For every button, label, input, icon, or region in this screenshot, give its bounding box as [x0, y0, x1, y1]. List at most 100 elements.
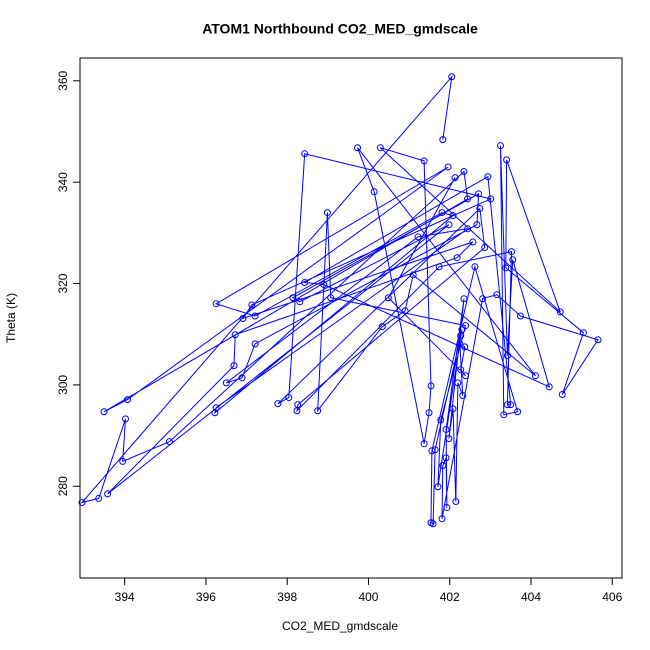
- data-point: [464, 195, 472, 203]
- data-point: [274, 400, 282, 408]
- data-point: [484, 173, 492, 181]
- data-point: [476, 205, 484, 213]
- y-tick-label: 300: [56, 375, 70, 395]
- data-point: [293, 407, 301, 415]
- data-point: [456, 340, 464, 348]
- data-point: [475, 190, 483, 198]
- data-point: [434, 483, 442, 491]
- data-point: [462, 322, 470, 330]
- data-point: [212, 404, 220, 412]
- data-point: [460, 295, 468, 303]
- data-point: [500, 411, 508, 419]
- data-point: [414, 233, 422, 241]
- data-point: [119, 457, 127, 465]
- y-tick-label: 280: [56, 476, 70, 496]
- data-point: [579, 329, 587, 337]
- data-point: [469, 238, 477, 246]
- data-point: [460, 168, 468, 176]
- data-point: [507, 248, 515, 256]
- data-point: [420, 157, 428, 165]
- data-point: [461, 343, 469, 351]
- data-point: [289, 294, 297, 302]
- data-point: [401, 307, 409, 315]
- data-point: [100, 408, 108, 416]
- data-point: [438, 209, 446, 217]
- data-point: [514, 408, 522, 416]
- x-tick-label: 398: [277, 590, 297, 604]
- data-point: [493, 291, 501, 299]
- data-point: [124, 396, 132, 404]
- data-point: [479, 295, 487, 303]
- data-point: [425, 409, 433, 417]
- data-point: [473, 221, 481, 229]
- chart-title: ATOM1 Northbound CO2_MED_gmdscale: [202, 21, 478, 37]
- data-point: [516, 312, 524, 320]
- data-point: [301, 279, 309, 287]
- x-tick-label: 394: [115, 590, 135, 604]
- data-point: [104, 490, 112, 498]
- data-point: [428, 447, 436, 455]
- data-point: [448, 73, 456, 81]
- data-point: [122, 415, 130, 423]
- data-line: [80, 75, 599, 525]
- x-axis-label: CO2_MED_gmdscale: [282, 619, 398, 633]
- data-point: [445, 435, 453, 443]
- data-point: [507, 401, 515, 409]
- data-point: [462, 372, 470, 380]
- data-point: [211, 409, 219, 417]
- x-tick-label: 402: [440, 590, 460, 604]
- data-point: [449, 212, 457, 220]
- data-point: [444, 163, 452, 171]
- data-point: [445, 221, 453, 229]
- data-point: [442, 454, 450, 462]
- data-point: [443, 504, 451, 512]
- y-tick-label: 320: [56, 273, 70, 293]
- data-point: [323, 209, 331, 217]
- data-point: [95, 494, 103, 502]
- data-point: [439, 136, 447, 144]
- data-point: [457, 366, 465, 374]
- data-point: [239, 315, 247, 323]
- data-point: [212, 300, 220, 308]
- data-point: [251, 312, 259, 320]
- data-point: [230, 362, 238, 370]
- data-point: [481, 244, 489, 252]
- data-point: [222, 379, 230, 387]
- data-point: [451, 174, 459, 182]
- data-point: [453, 254, 461, 262]
- data-point: [509, 256, 517, 264]
- data-point: [429, 520, 437, 528]
- data-point: [431, 446, 439, 454]
- data-point: [384, 294, 392, 302]
- x-tick-label: 404: [521, 590, 541, 604]
- x-tick-label: 406: [602, 590, 622, 604]
- data-point: [459, 392, 467, 400]
- data-point: [231, 331, 239, 339]
- data-point: [420, 440, 428, 448]
- data-point: [458, 326, 466, 334]
- data-point: [439, 461, 447, 469]
- x-tick-label: 400: [358, 590, 378, 604]
- data-point: [594, 336, 602, 344]
- data-point: [354, 144, 362, 152]
- y-tick-label: 340: [56, 172, 70, 192]
- data-point: [437, 416, 445, 424]
- data-point: [78, 498, 86, 506]
- data-point: [471, 263, 479, 271]
- data-point: [438, 515, 446, 523]
- data-point: [301, 150, 309, 158]
- x-tick-label: 396: [196, 590, 216, 604]
- data-point: [503, 156, 511, 164]
- data-point: [427, 382, 435, 390]
- data-point: [238, 374, 246, 382]
- data-point: [503, 352, 511, 360]
- data-point: [376, 144, 384, 152]
- data-point: [251, 340, 259, 348]
- data-point: [285, 394, 293, 402]
- data-point: [435, 263, 443, 271]
- data-point: [370, 188, 378, 196]
- data-point: [165, 438, 173, 446]
- plot-box: [79, 57, 623, 579]
- data-point: [452, 497, 460, 505]
- data-point: [409, 271, 417, 279]
